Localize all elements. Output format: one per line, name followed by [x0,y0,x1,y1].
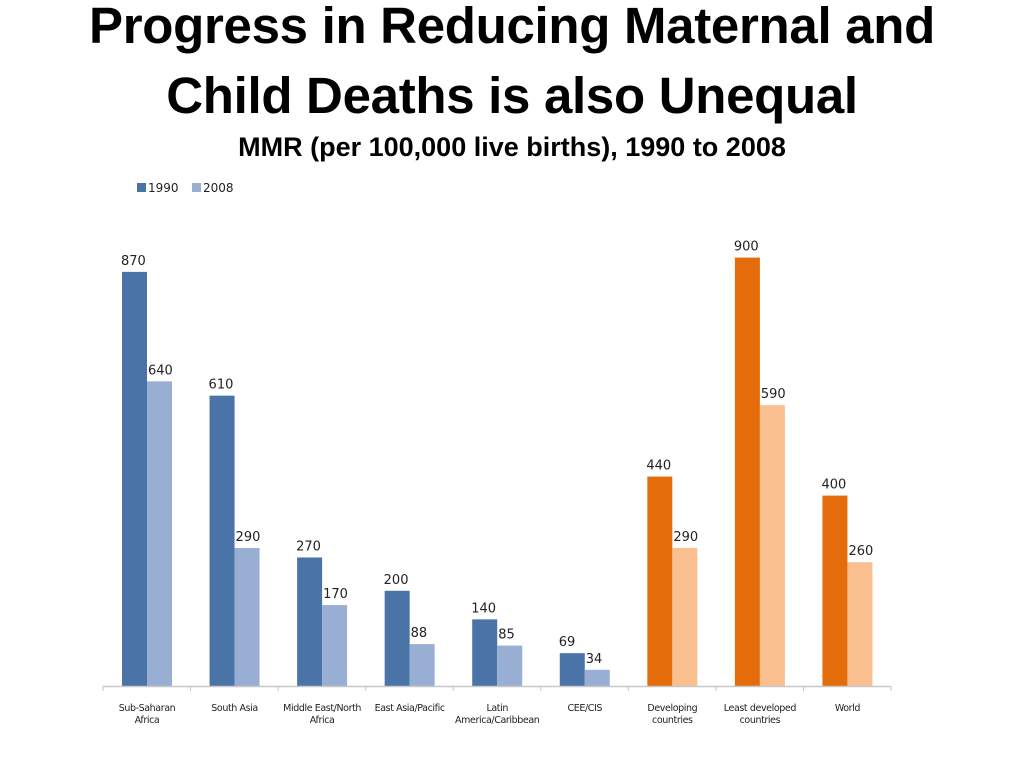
bar-2008 [409,644,435,686]
data-label-1990: 610 [209,378,234,393]
data-label-1990: 140 [471,601,496,616]
data-label-1990: 69 [559,635,576,650]
category-label: Africa [135,715,160,726]
category-label: countries [652,715,693,726]
category-label: countries [740,715,781,726]
data-label-1990: 870 [121,254,146,269]
category-label: Africa [310,715,335,726]
bar-1990 [122,271,147,686]
bar-1990 [209,395,235,686]
bar-1990 [734,257,760,686]
category-label: Middle East/North [283,703,361,714]
category-label: CEE/CIS [568,703,603,714]
data-label-2008: 590 [761,387,786,402]
bar-2008 [847,562,873,686]
category-label: East Asia/Pacific [375,703,445,714]
bar-2008 [322,605,348,686]
bar-2008 [147,381,172,686]
data-label-1990: 400 [821,478,846,493]
slide-subtitle: MMR (per 100,000 live births), 1990 to 2… [238,132,786,162]
category-label: South Asia [211,703,258,714]
category-label: Sub-Saharan [119,703,176,714]
chart-legend: 1990 2008 [137,181,234,195]
data-label-1990: 270 [296,539,321,554]
bar-1990 [822,495,848,686]
x-axis [102,685,892,691]
category-label: Developing [647,703,697,714]
bar-2008 [497,645,523,686]
bar-1990 [297,557,323,686]
bar-1990 [472,619,498,686]
legend-swatch-2008 [192,183,201,192]
data-label-1990: 900 [734,240,759,255]
slide-title-line-1: Progress in Reducing Maternal and [89,0,935,54]
data-label-2008: 85 [498,628,515,643]
data-label-2008: 260 [848,544,873,559]
bar-2008 [234,547,260,686]
slide-title-line-2: Child Deaths is also Unequal [166,67,858,124]
data-label-2008: 290 [236,530,261,545]
bar-2008 [584,669,610,686]
data-label-2008: 34 [586,652,603,667]
data-label-2008: 88 [411,626,428,641]
category-label: America/Caribbean [455,715,540,726]
category-label: Latin [486,703,508,714]
legend-label-2008: 2008 [203,181,234,195]
legend-label-1990: 1990 [148,181,179,195]
data-label-2008: 640 [148,363,173,378]
category-label: Least developed [724,703,797,714]
bar-1990 [384,590,410,686]
chart-bars [122,257,873,686]
data-label-1990: 440 [646,459,671,474]
category-label: World [835,703,861,714]
data-label-1990: 200 [384,573,409,588]
legend-swatch-1990 [137,183,146,192]
bar-1990 [559,653,585,686]
data-label-2008: 170 [323,587,348,602]
bar-2008 [759,405,785,686]
data-label-2008: 290 [673,530,698,545]
bar-1990 [647,476,673,686]
bar-2008 [672,547,698,686]
